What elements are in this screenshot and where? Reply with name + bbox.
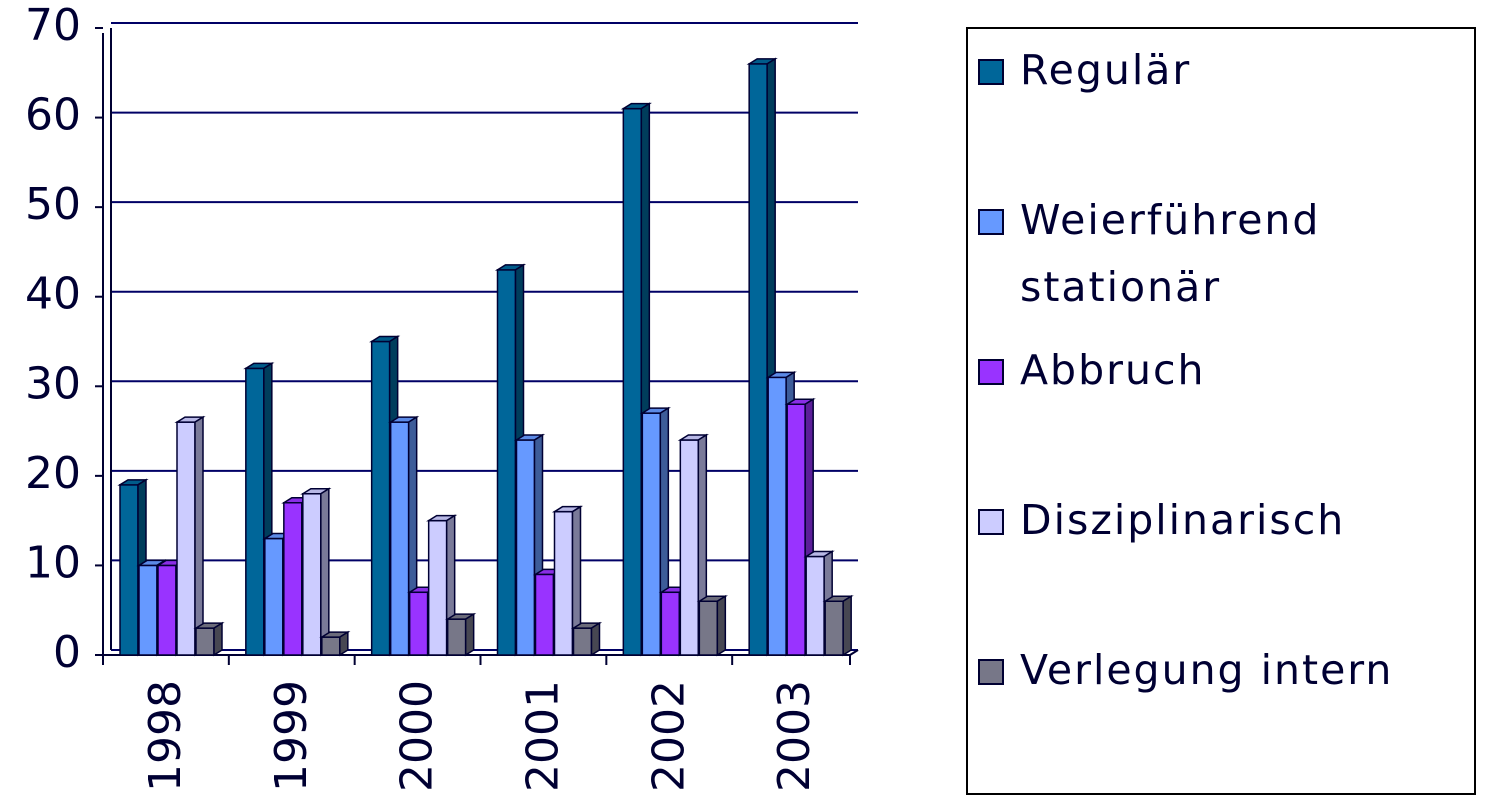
bar: [408, 591, 429, 656]
bar: [534, 573, 555, 656]
bar: [138, 564, 158, 656]
bar-side: [464, 612, 475, 657]
bar: [245, 367, 265, 656]
bar: [264, 537, 284, 656]
legend-swatch: [978, 59, 1004, 85]
legend-label: Verlegung intern: [1020, 646, 1394, 694]
bar: [805, 555, 825, 656]
bar: [157, 564, 177, 656]
y-tick-label: 20: [25, 448, 81, 499]
legend-swatch: [978, 359, 1004, 385]
y-tick-label: 0: [53, 627, 81, 678]
legend-swatch: [978, 659, 1004, 685]
bar: [824, 600, 844, 656]
legend-label: Abbruch: [1020, 346, 1206, 394]
bar: [553, 510, 574, 656]
bar: [195, 627, 215, 656]
y-tick-label: 40: [25, 269, 81, 320]
bar: [748, 63, 768, 656]
bar-side: [590, 621, 601, 657]
bar: [698, 600, 719, 656]
bar: [515, 439, 536, 656]
bar-side: [842, 594, 852, 657]
legend-label: Regulär: [1020, 46, 1192, 94]
legend-entry: Regulär: [978, 37, 1460, 104]
bar: [496, 269, 517, 656]
y-tick-label: 60: [25, 90, 81, 141]
legend-label: Disziplinarisch: [1020, 496, 1346, 544]
bar: [641, 412, 662, 656]
legend-swatch: [978, 209, 1004, 235]
bar: [302, 493, 322, 656]
legend-entry: Abbruch: [978, 337, 1460, 404]
legend-swatch: [978, 509, 1004, 535]
y-tick-label: 30: [25, 358, 81, 409]
bar: [389, 421, 410, 656]
chart: 0 10 20 30 40 50 60 70 1998 1999 2000 2001 2002 2003: [25, 0, 859, 792]
bar: [321, 636, 341, 656]
x-tick-label: 2001: [517, 680, 568, 792]
bar: [176, 421, 196, 656]
bar: [622, 107, 643, 656]
legend-entry: Disziplinarisch: [978, 487, 1460, 554]
bar-side: [213, 621, 223, 657]
y-tick-label: 70: [25, 0, 81, 51]
bar: [767, 376, 787, 656]
x-tick-label: 1999: [266, 680, 317, 792]
legend-entry: Verlegung intern: [978, 637, 1460, 704]
legend-label: Weierführend stationär: [1020, 196, 1321, 311]
bar-side: [339, 630, 349, 657]
bar: [446, 618, 467, 656]
bar-side: [716, 594, 727, 657]
bar: [572, 627, 593, 656]
x-tick-label: 2003: [769, 680, 820, 792]
bar: [786, 403, 806, 656]
bar: [370, 340, 391, 656]
legend: Regulär Weierführend stationär Abbruch Disz…: [966, 27, 1476, 795]
bar: [119, 484, 139, 656]
bar: [679, 439, 700, 656]
x-tick-label: 1998: [140, 680, 191, 792]
x-tick-label: 2000: [392, 680, 443, 792]
y-tick-label: 10: [25, 537, 81, 588]
y-tick-label: 50: [25, 179, 81, 230]
x-tick-label: 2002: [643, 680, 694, 792]
bar: [283, 501, 303, 656]
legend-entry: Weierführend stationär: [978, 187, 1400, 321]
bar: [660, 591, 681, 656]
bar-side: [320, 487, 330, 657]
bar: [427, 519, 448, 656]
floor-edge: [849, 649, 859, 656]
bar-side: [194, 415, 204, 657]
